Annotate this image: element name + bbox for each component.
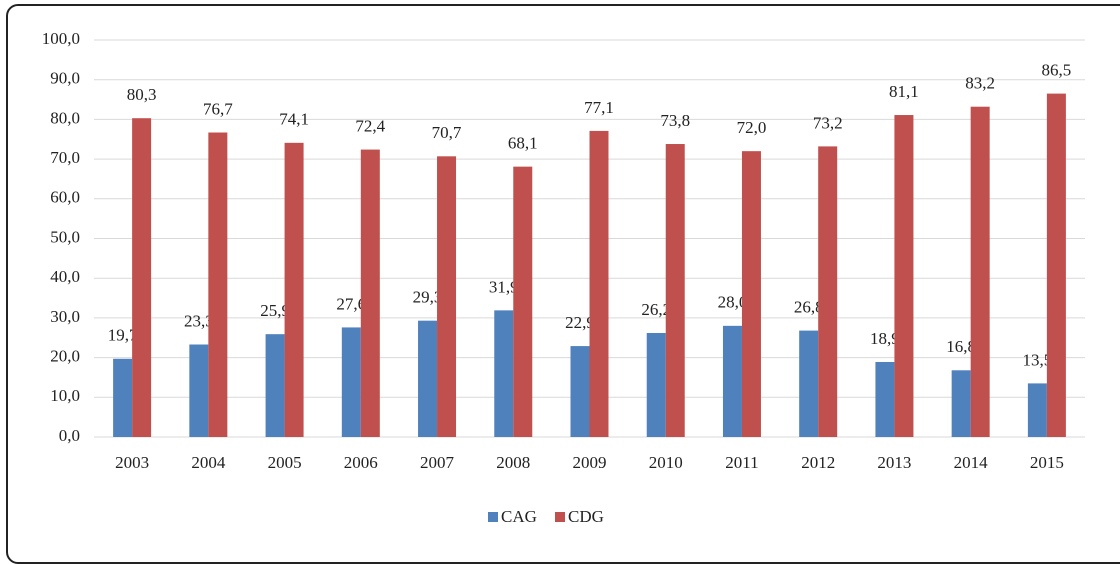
y-tick-label: 0,0 [59,426,80,445]
bar [665,144,685,437]
y-tick-label: 60,0 [50,188,80,207]
bar [513,166,533,437]
value-label: 23,3 [184,311,214,330]
value-label: 28,0 [718,293,748,312]
value-label: 72,0 [737,118,767,137]
x-tick-label: 2015 [1030,453,1064,472]
value-label: 68,1 [508,134,538,153]
value-label: 76,7 [203,99,233,118]
value-label: 22,9 [565,313,595,332]
bar [1027,383,1047,437]
value-label: 80,3 [127,85,157,104]
x-tick-label: 2011 [725,453,758,472]
y-tick-label: 20,0 [50,347,80,366]
bar [722,325,742,437]
bar [208,132,228,437]
value-label: 72,4 [355,116,385,135]
legend-swatch [488,512,498,522]
x-tick-label: 2008 [496,453,530,472]
bar [189,344,209,437]
bar [570,346,590,437]
bar [360,149,380,437]
bar [341,327,361,437]
bar [1046,93,1066,437]
value-label: 81,1 [889,82,919,101]
value-label: 26,8 [794,298,824,317]
value-label: 77,1 [584,98,614,117]
y-tick-label: 10,0 [50,386,80,405]
bar [494,310,514,437]
value-label: 83,2 [965,74,995,93]
x-tick-label: 2003 [115,453,149,472]
bar [132,118,152,438]
x-tick-label: 2005 [268,453,302,472]
y-tick-label: 50,0 [50,227,80,246]
chart: 0,0 10,0 20,0 30,0 40,0 50,0 60,0 70,0 80,0 90,0 1… [42,29,1085,526]
bar [589,130,609,437]
bar [646,332,666,437]
bar [265,334,285,437]
value-label: 25,9 [260,301,290,320]
x-tick-label: 2013 [877,453,911,472]
y-tick-label: 80,0 [50,108,80,127]
x-tick-label: 2004 [191,453,226,472]
bar [875,361,895,437]
x-tick-label: 2012 [801,453,835,472]
value-label: 27,6 [336,294,366,313]
value-label: 70,7 [432,123,462,142]
bar [951,370,971,437]
value-label: 73,2 [813,113,843,132]
bar [799,330,819,437]
bar [113,358,133,437]
bar [894,115,914,438]
x-tick-label: 2006 [344,453,378,472]
value-label: 26,2 [641,300,671,319]
page: 0,0 10,0 20,0 30,0 40,0 50,0 60,0 70,0 80,0 90,0 1… [6,4,1120,564]
x-tick-label: 2007 [420,453,455,472]
bar [284,142,304,437]
y-tick-label: 90,0 [50,69,80,88]
legend-swatch [555,512,565,522]
bar [741,151,761,437]
x-tick-label: 2010 [649,453,683,472]
value-label: 13,5 [1023,350,1053,369]
x-tick-label: 2009 [573,453,607,472]
value-label: 18,9 [870,329,900,348]
x-tick-label: 2014 [954,453,989,472]
legend-label: CDG [568,507,604,526]
y-tick-label: 100,0 [42,29,80,48]
bar [818,146,838,437]
value-label: 29,3 [413,288,443,307]
value-label: 19,7 [108,326,138,345]
value-label: 16,8 [946,337,976,356]
bar [418,320,438,437]
value-label: 86,5 [1042,61,1072,80]
y-tick-label: 40,0 [50,267,80,286]
y-tick-label: 70,0 [50,148,80,167]
bar [970,106,990,438]
y-tick-label: 30,0 [50,307,80,326]
value-label: 31,9 [489,277,519,296]
bar [437,156,457,438]
value-label: 74,1 [279,110,309,129]
value-label: 73,8 [660,111,690,130]
legend-label: CAG [501,507,537,526]
